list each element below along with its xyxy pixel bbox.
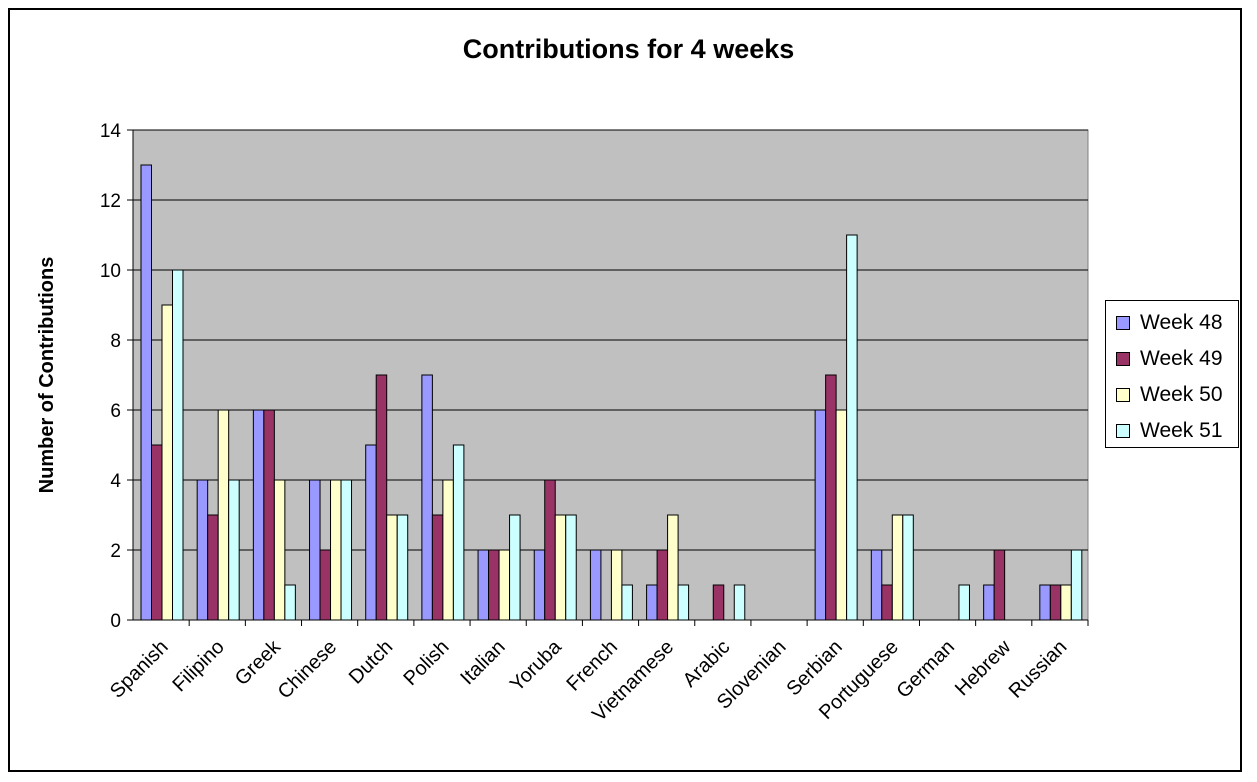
bar [477, 549, 490, 621]
bar [488, 549, 500, 621]
y-tick-label: 12 [100, 191, 121, 212]
legend-item: Week 48 [1116, 309, 1223, 337]
y-tick-label: 10 [100, 261, 121, 282]
x-tick-label: Greek [231, 635, 286, 690]
x-tick-label: German [892, 636, 959, 703]
x-tick-label: Chinese [274, 636, 341, 703]
bar [284, 584, 296, 621]
bar [554, 514, 567, 621]
bar [386, 514, 398, 621]
y-tick-label: 0 [110, 611, 121, 632]
bar [814, 409, 827, 621]
bar [330, 479, 342, 621]
x-tick-label: Spanish [106, 636, 173, 703]
bar [452, 444, 465, 621]
bar [273, 479, 286, 621]
bar [161, 304, 173, 621]
bar [610, 549, 623, 621]
bar [252, 409, 265, 621]
bar [835, 409, 848, 621]
bar [1060, 584, 1072, 621]
x-tick-label: Dutch [345, 636, 398, 689]
bar [365, 444, 377, 621]
bar [375, 374, 388, 621]
bar [442, 479, 454, 621]
bar [263, 409, 275, 621]
y-tick-label: 4 [110, 471, 121, 492]
legend-swatch [1116, 316, 1130, 330]
bar [207, 514, 219, 621]
bar [881, 584, 893, 621]
bar [396, 514, 409, 621]
bar [870, 549, 883, 621]
x-tick-label: Arabic [679, 636, 735, 692]
legend-label: Week 51 [1140, 419, 1223, 442]
bar [902, 514, 914, 621]
bar [677, 584, 690, 621]
bar [509, 514, 521, 621]
bar [151, 444, 163, 621]
bar [993, 549, 1006, 621]
bar [1070, 549, 1083, 621]
bar [217, 409, 230, 621]
bar [421, 374, 433, 621]
x-tick-label: Filipino [168, 636, 228, 696]
bar [846, 234, 858, 621]
bar [172, 269, 184, 621]
legend-item: Week 50 [1116, 381, 1223, 409]
legend-item: Week 49 [1116, 345, 1223, 373]
bar [431, 514, 444, 621]
x-tick-label: Hebrew [951, 636, 1016, 701]
x-tick-label: Yoruba [506, 635, 566, 695]
bar [1039, 584, 1051, 621]
bar [1049, 584, 1062, 621]
x-tick-label: Russian [1005, 636, 1072, 703]
bar [319, 549, 332, 621]
bar [712, 584, 725, 621]
y-tick-label: 6 [110, 401, 121, 422]
bar [544, 479, 556, 621]
legend-item: Week 51 [1116, 417, 1223, 445]
y-axis-label: Number of Contributions [36, 257, 58, 494]
bar [733, 584, 746, 621]
bar [825, 374, 837, 621]
bar [498, 549, 511, 621]
legend-swatch [1116, 352, 1130, 366]
bar [983, 584, 995, 621]
y-tick-label: 8 [110, 331, 121, 352]
bar [140, 164, 152, 621]
bar [667, 514, 679, 621]
bar [646, 584, 658, 621]
x-tick-label: Polish [399, 636, 453, 690]
legend-label: Week 50 [1140, 383, 1223, 406]
legend: Week 48 Week 49 Week 50 Week 51 [1105, 300, 1239, 448]
x-tick-label: Italian [456, 636, 509, 689]
bar [891, 514, 904, 621]
bar [533, 549, 546, 621]
bar [621, 584, 633, 621]
y-tick-label: 2 [110, 541, 121, 562]
legend-swatch [1116, 388, 1130, 402]
legend-label: Week 49 [1140, 347, 1223, 370]
bar [228, 479, 240, 621]
bar [196, 479, 209, 621]
bar [309, 479, 321, 621]
chart-title: Contributions for 4 weeks [462, 34, 795, 64]
legend-label: Week 48 [1140, 311, 1223, 334]
bar [340, 479, 353, 621]
bar [565, 514, 577, 621]
y-tick-label: 14 [100, 121, 122, 142]
bar [656, 549, 669, 621]
bar [589, 549, 602, 621]
legend-swatch [1116, 424, 1130, 438]
bar [958, 584, 970, 621]
